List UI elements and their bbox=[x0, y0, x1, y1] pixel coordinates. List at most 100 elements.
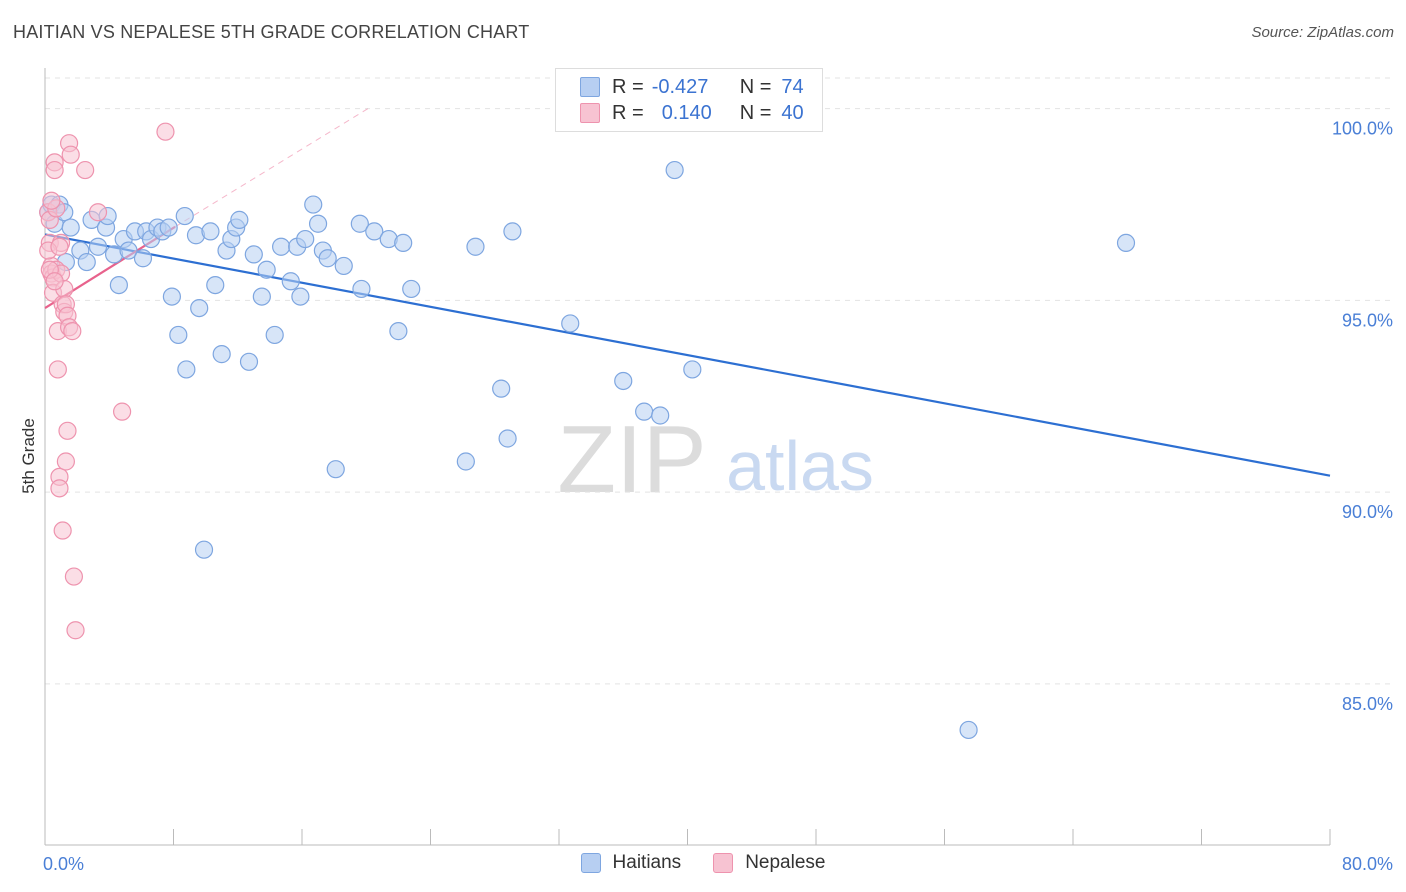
legend-item-nepalese: Nepalese bbox=[713, 852, 825, 874]
legend-swatch-haitians bbox=[580, 853, 601, 873]
data-point-haitians bbox=[177, 360, 196, 379]
data-point-haitians bbox=[291, 287, 310, 306]
data-point-nepalese bbox=[64, 567, 84, 586]
data-point-nepalese bbox=[48, 360, 67, 379]
data-point-haitians bbox=[466, 237, 485, 256]
x-tick-label-max: 80.0% bbox=[1342, 854, 1393, 874]
data-point-haitians bbox=[206, 275, 225, 295]
data-point-haitians bbox=[1116, 233, 1136, 253]
data-point-haitians bbox=[190, 299, 209, 318]
series-legend: Haitians Nepalese bbox=[0, 852, 1406, 874]
data-point-haitians bbox=[133, 249, 153, 268]
trend-extension-nepalese bbox=[174, 108, 369, 228]
data-point-haitians bbox=[665, 160, 684, 180]
data-point-nepalese bbox=[50, 237, 69, 256]
data-point-haitians bbox=[503, 222, 522, 241]
x-tick-label-min: 0.0% bbox=[43, 854, 84, 874]
nepalese-r-label: R = bbox=[612, 101, 644, 124]
nepalese-r-value: 0.140 bbox=[661, 101, 712, 124]
data-point-nepalese bbox=[45, 272, 64, 291]
data-point-nepalese bbox=[42, 191, 61, 210]
scatter-points bbox=[39, 122, 1136, 740]
data-point-nepalese bbox=[50, 479, 69, 498]
data-point-haitians bbox=[635, 402, 654, 421]
y-tick-label: 95.0% bbox=[1342, 310, 1393, 330]
data-point-nepalese bbox=[61, 145, 80, 164]
data-point-haitians bbox=[350, 214, 369, 233]
data-point-haitians bbox=[402, 279, 421, 299]
data-point-haitians bbox=[265, 325, 284, 345]
data-point-nepalese bbox=[56, 452, 75, 471]
data-point-haitians bbox=[318, 249, 337, 268]
data-point-haitians bbox=[614, 371, 633, 391]
data-point-haitians bbox=[272, 237, 291, 256]
data-point-nepalese bbox=[58, 421, 77, 440]
data-point-haitians bbox=[175, 206, 194, 226]
haitians-r-label: R = bbox=[612, 75, 644, 98]
data-point-haitians bbox=[61, 218, 80, 237]
data-point-haitians bbox=[498, 429, 517, 448]
stats-row-haitians: R = -0.427 N = 74 bbox=[580, 74, 804, 100]
data-point-nepalese bbox=[45, 160, 64, 180]
data-point-nepalese bbox=[53, 521, 72, 540]
data-point-haitians bbox=[352, 279, 371, 299]
data-point-haitians bbox=[119, 241, 138, 260]
data-point-haitians bbox=[308, 214, 328, 233]
source-label: Source: ZipAtlas.com bbox=[1251, 24, 1394, 41]
data-point-haitians bbox=[389, 322, 408, 341]
data-point-haitians bbox=[194, 540, 214, 559]
data-point-haitians bbox=[169, 325, 188, 345]
nepalese-n-label: N = bbox=[739, 101, 772, 124]
data-point-haitians bbox=[683, 360, 702, 379]
data-point-haitians bbox=[561, 314, 580, 333]
chart-title: HAITIAN VS NEPALESE 5TH GRADE CORRELATIO… bbox=[13, 22, 530, 42]
data-point-haitians bbox=[296, 229, 315, 249]
data-point-haitians bbox=[492, 379, 511, 398]
y-axis-title: 5th Grade bbox=[19, 418, 38, 494]
nepalese-swatch bbox=[580, 103, 600, 123]
data-point-nepalese bbox=[156, 122, 175, 141]
data-point-haitians bbox=[88, 237, 108, 256]
data-point-nepalese bbox=[66, 621, 85, 640]
data-point-haitians bbox=[109, 275, 128, 295]
data-point-haitians bbox=[326, 460, 345, 479]
legend-label-haitians: Haitians bbox=[612, 852, 682, 873]
y-axis-labels: 85.0% 90.0% 95.0% 100.0% bbox=[1332, 119, 1393, 714]
haitians-n-label: N = bbox=[739, 75, 772, 98]
legend-label-nepalese: Nepalese bbox=[745, 852, 826, 873]
y-tick-label: 100.0% bbox=[1332, 119, 1393, 139]
data-point-nepalese bbox=[88, 203, 108, 222]
y-tick-label: 85.0% bbox=[1342, 694, 1393, 714]
haitians-n-value: 74 bbox=[781, 75, 804, 98]
gridlines bbox=[45, 77, 1395, 685]
data-point-haitians bbox=[212, 345, 231, 364]
data-point-haitians bbox=[394, 233, 413, 253]
data-point-haitians bbox=[201, 222, 220, 241]
legend-item-haitians: Haitians bbox=[580, 852, 682, 874]
data-point-haitians bbox=[304, 195, 323, 214]
data-point-haitians bbox=[456, 452, 475, 471]
stats-row-nepalese: R = 0.140 N = 40 bbox=[580, 100, 804, 126]
nepalese-n-value: 40 bbox=[781, 101, 804, 124]
data-point-haitians bbox=[159, 218, 178, 237]
data-point-haitians bbox=[651, 406, 670, 425]
data-point-nepalese bbox=[76, 160, 95, 180]
haitians-r-value: -0.427 bbox=[651, 75, 709, 98]
data-point-haitians bbox=[281, 272, 300, 291]
data-point-nepalese bbox=[112, 402, 132, 421]
watermark-atlas: atlas bbox=[726, 427, 874, 505]
data-point-haitians bbox=[334, 256, 353, 276]
y-tick-label: 90.0% bbox=[1342, 502, 1393, 522]
data-point-haitians bbox=[244, 245, 263, 264]
legend-swatch-nepalese bbox=[713, 853, 734, 873]
data-point-nepalese bbox=[63, 322, 82, 341]
stats-legend: R = -0.427 N = 74 R = 0.140 N = 40 bbox=[555, 68, 823, 132]
data-point-haitians bbox=[365, 222, 384, 241]
watermark-zip: ZIP bbox=[557, 406, 706, 513]
data-point-haitians bbox=[162, 287, 181, 306]
data-point-haitians bbox=[239, 352, 259, 371]
data-point-haitians bbox=[77, 252, 96, 272]
data-point-haitians bbox=[230, 210, 249, 229]
data-point-haitians bbox=[252, 287, 271, 306]
